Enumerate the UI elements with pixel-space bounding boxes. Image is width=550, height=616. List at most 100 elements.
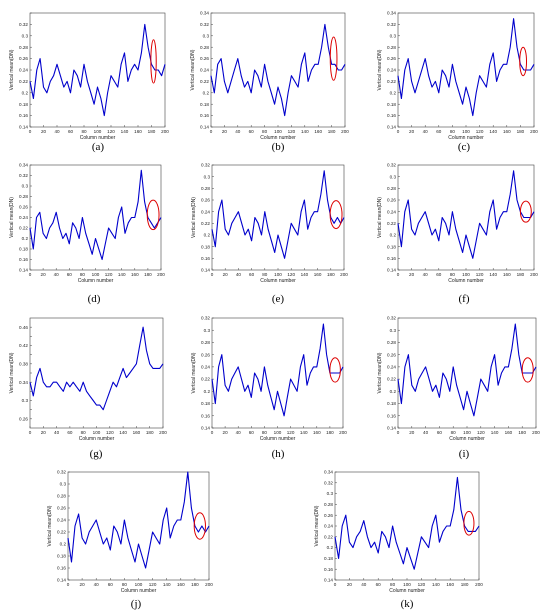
x-tick-label: 40 <box>423 430 429 435</box>
x-tick-label: 200 <box>339 430 347 435</box>
x-tick-label: 80 <box>122 582 128 587</box>
x-tick-label: 100 <box>135 582 143 587</box>
x-tick-label: 60 <box>249 272 255 277</box>
x-tick-label: 140 <box>301 272 309 277</box>
y-tick-label: 0.18 <box>201 244 210 249</box>
plot-frame <box>29 12 166 128</box>
x-tick-label: 120 <box>287 430 295 435</box>
x-tick-label: 100 <box>274 430 282 435</box>
y-tick-label: 0.18 <box>57 554 66 559</box>
y-tick-label: 0.28 <box>57 494 66 499</box>
y-tick-label: 0.3 <box>203 33 210 38</box>
x-axis-label: Column number <box>80 135 116 141</box>
series-line <box>29 169 162 261</box>
y-tick-label: 0.24 <box>57 518 66 523</box>
y-tick-label: 0.18 <box>324 556 333 561</box>
x-tick-label: 120 <box>287 272 295 277</box>
plot-frame <box>334 471 480 581</box>
y-tick-label: 0.18 <box>200 102 209 107</box>
x-tick-label: 200 <box>205 582 213 587</box>
x-tick-label: 80 <box>81 430 87 435</box>
x-tick-label: 120 <box>107 129 115 134</box>
series-line <box>29 23 166 117</box>
y-tick-label: 0.14 <box>19 268 28 273</box>
x-tick-label: 80 <box>450 272 456 277</box>
series-line <box>334 476 480 570</box>
x-tick-label: 120 <box>476 272 484 277</box>
y-tick-label: 0.16 <box>57 566 66 571</box>
y-tick-label: 0.22 <box>57 530 66 535</box>
x-tick-label: 80 <box>80 272 86 277</box>
x-tick-label: 60 <box>249 430 255 435</box>
y-tick-label: 0.28 <box>387 186 396 191</box>
panel-label: (d) <box>88 293 101 305</box>
chart-panel: 0 20 40 60 80 100 120 140 160 180 200 0.14 0.16 0.18 0… <box>191 163 348 305</box>
y-tick-label: 0.14 <box>387 268 396 273</box>
x-axis-label: Column number <box>260 278 296 284</box>
x-tick-label: 20 <box>41 272 47 277</box>
y-tick-label: 0.32 <box>57 470 66 475</box>
x-axis-label: Column number <box>448 278 484 284</box>
x-tick-label: 100 <box>93 430 101 435</box>
y-tick-label: 0.3 <box>390 174 397 179</box>
y-tick-label: 0.22 <box>200 79 209 84</box>
x-tick-label: 100 <box>274 129 282 134</box>
series-line <box>211 170 345 259</box>
y-tick-label: 0.26 <box>387 198 396 203</box>
y-tick-label: 0.18 <box>19 247 28 252</box>
y-tick-label: 0.34 <box>19 163 28 168</box>
y-tick-label: 0.32 <box>19 22 28 27</box>
y-tick-label: 0.3 <box>22 33 29 38</box>
y-tick-label: 0.16 <box>19 257 28 262</box>
plot-frame <box>210 12 346 128</box>
y-tick-label: 0.28 <box>201 340 210 345</box>
x-axis-label: Column number <box>78 278 114 284</box>
y-tick-label: 0.22 <box>201 377 210 382</box>
x-tick-label: 160 <box>133 430 141 435</box>
x-tick-label: 160 <box>314 272 322 277</box>
y-tick-label: 0.2 <box>203 90 210 95</box>
y-tick-label: 0.14 <box>201 426 210 431</box>
x-tick-label: 100 <box>462 272 470 277</box>
x-tick-label: 40 <box>423 129 429 134</box>
x-tick-label: 0 <box>334 582 337 587</box>
y-tick-label: 0.26 <box>57 506 66 511</box>
x-tick-label: 80 <box>262 129 268 134</box>
x-axis-label: Column number <box>448 135 484 141</box>
panel-label: (e) <box>272 293 285 305</box>
y-tick-label: 0.22 <box>19 226 28 231</box>
highlight-ellipse <box>193 512 206 540</box>
chart-panel: 0 20 40 60 80 100 120 140 160 180 200 0.14 0.16 0.18 0… <box>47 470 213 610</box>
x-tick-label: 0 <box>397 129 400 134</box>
x-tick-label: 200 <box>340 272 348 277</box>
x-tick-label: 0 <box>29 272 32 277</box>
y-axis-label: Vertical mean(DN) <box>47 505 53 546</box>
y-tick-label: 0.28 <box>201 186 210 191</box>
x-tick-label: 60 <box>376 582 382 587</box>
highlight-ellipse <box>519 200 532 223</box>
x-tick-label: 40 <box>54 430 60 435</box>
panel-label: (c) <box>458 141 471 153</box>
y-tick-label: 0.22 <box>19 79 28 84</box>
x-tick-label: 100 <box>274 272 282 277</box>
y-tick-label: 0.28 <box>324 502 333 507</box>
y-tick-label: 0.24 <box>19 215 28 220</box>
chart-panel: 0 20 40 60 80 100 120 140 160 180 200 0.14 0.16 0.18 0… <box>9 12 169 153</box>
x-tick-label: 20 <box>347 582 353 587</box>
plot-frame <box>67 471 210 581</box>
series-line <box>210 23 346 117</box>
y-tick-label: 0.26 <box>19 56 28 61</box>
y-tick-label: 0.26 <box>324 513 333 518</box>
series-line <box>397 18 535 117</box>
x-tick-label: 140 <box>489 272 497 277</box>
chart-panel: 0 20 40 60 80 100 120 140 160 180 200 0.14 0.16 0.18 0… <box>191 316 347 460</box>
x-tick-label: 140 <box>489 129 497 134</box>
panel-label: (g) <box>90 448 103 460</box>
y-tick-label: 0.26 <box>19 416 28 421</box>
y-tick-label: 0.22 <box>387 79 396 84</box>
y-axis-label: Vertical mean(DN) <box>9 49 15 90</box>
y-tick-label: 0.24 <box>19 68 28 73</box>
y-tick-label: 0.24 <box>201 364 210 369</box>
plot-frame <box>211 164 345 271</box>
y-tick-label: 0.16 <box>19 113 28 118</box>
